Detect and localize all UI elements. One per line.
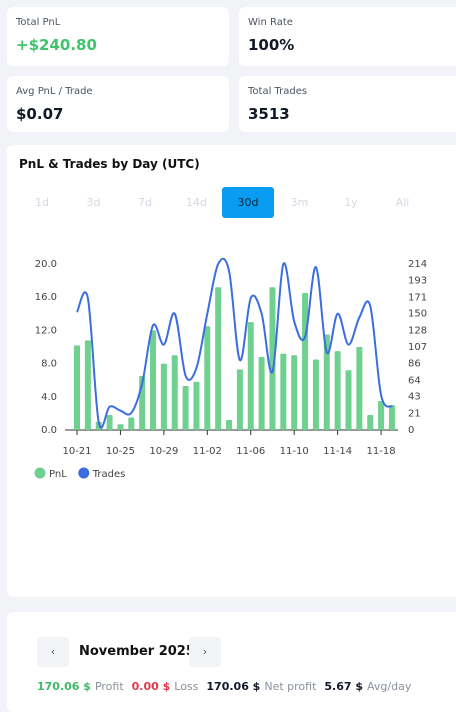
stat-label: Profit [94,680,124,693]
bar [356,347,363,430]
bar [291,355,298,430]
y2-tick-label: 86 [408,358,421,369]
range-tab[interactable]: All [395,196,410,209]
bar [367,415,374,430]
bar [247,322,254,430]
y2-tick-label: 0 [408,425,414,436]
bar [388,405,395,430]
y2-tick-label: 171 [408,292,427,303]
y2-tick-label: 150 [408,309,427,320]
y2-tick-label: 107 [408,342,427,353]
bar [323,334,330,430]
bar [171,355,178,430]
y2-tick-label: 128 [408,326,427,337]
range-tab[interactable]: 14d [186,196,207,209]
x-tick-label: 11-18 [367,446,396,457]
bar [226,420,233,430]
stat-label: Net profit [264,680,317,693]
y-tick-label: 16.0 [35,292,57,303]
range-tab[interactable]: 3d [86,196,101,209]
bar [128,417,135,430]
bar [215,287,222,430]
prev-button[interactable]: ‹ [37,637,69,667]
stat-amount: 0.00 $ [131,680,171,693]
stat-label: Avg/day [367,680,412,693]
chart: 0.0 4.0 8.0 12.0 16.0 20.0 0 21 43 64 86 107 128 150 1… [34,257,427,480]
y2-tick-label: 21 [408,409,421,420]
x-tick-label: 10-29 [149,446,178,457]
bar [74,345,80,430]
bar [117,424,124,430]
y2-tick-label: 43 [408,392,421,403]
chart-title: PnL & Trades by Day (UTC) [19,157,200,171]
stat-card: Win Rate 100% [239,7,456,66]
bar [312,359,319,430]
range-tab[interactable]: 30d [222,187,274,218]
bar [345,370,352,430]
stat-card: Total PnL +$240.80 [7,7,229,66]
bar [236,369,243,430]
bar [150,330,157,430]
bar [269,287,276,430]
y-tick-label: 20.0 [35,259,57,270]
bar [84,340,91,430]
next-button[interactable]: › [189,637,221,667]
range-tab[interactable]: 7d [138,196,152,209]
y-tick-label: 12.0 [35,325,57,336]
card-value: 3513 [248,105,290,123]
card-value: 100% [248,36,295,54]
legend-dot [78,467,90,479]
bar [334,351,341,430]
stat-card: Avg PnL / Trade $0.07 [7,76,229,132]
y-tick-label: 4.0 [41,392,57,403]
x-tick-label: 11-10 [280,446,309,457]
y2-tick-label: 193 [408,275,427,286]
stats: 170.06 $ Profit 0.00 $ Loss 170.06 $ Net prof… [37,675,419,694]
bar [302,293,309,430]
card-label: Total PnL [16,17,61,28]
card-label: Avg PnL / Trade [16,86,93,97]
range-tab[interactable]: 1d [35,196,49,209]
legend-label: Trades [92,469,126,480]
x-tick-label: 10-21 [62,446,91,457]
y-tick-label: 0.0 [41,425,57,436]
card-value: +$240.80 [16,36,97,54]
legend-label: PnL [49,469,67,480]
x-tick-label: 11-02 [193,446,222,457]
stat-amount: 170.06 $ [37,680,91,693]
y2-tick-label: 214 [408,259,427,270]
legend-dot [34,467,46,479]
bar [378,400,385,430]
bar [204,326,211,430]
x-tick-label: 11-14 [323,446,352,457]
y-tick-label: 8.0 [41,359,57,370]
bar [193,381,200,430]
calendar-card: ‹ November 2025 › 170.06 $ Profit 0.00 $ Lo… [7,612,456,712]
bar [280,353,287,430]
card-value: $0.07 [16,105,64,123]
stat-label: Loss [174,680,199,693]
y2-tick-label: 64 [408,375,421,386]
trades-line [76,257,393,429]
bar [258,356,265,430]
bar [106,415,113,430]
x-tick-label: 10-25 [106,446,135,457]
stat-card: Total Trades 3513 [239,76,456,132]
range-tab[interactable]: 1y [344,196,358,209]
stat-amount: 5.67 $ [324,680,364,693]
range-tab[interactable]: 3m [290,196,309,209]
card-label: Win Rate [248,17,293,28]
chart-card: PnL & Trades by Day (UTC) 1d 3d 7d 14d 30d 3m… [7,145,456,597]
month-title: November 2025 [79,644,195,659]
x-tick-label: 11-06 [236,446,265,457]
bar [182,386,189,430]
stat-amount: 170.06 $ [206,680,261,693]
bar [160,363,167,430]
card-label: Total Trades [248,86,308,97]
